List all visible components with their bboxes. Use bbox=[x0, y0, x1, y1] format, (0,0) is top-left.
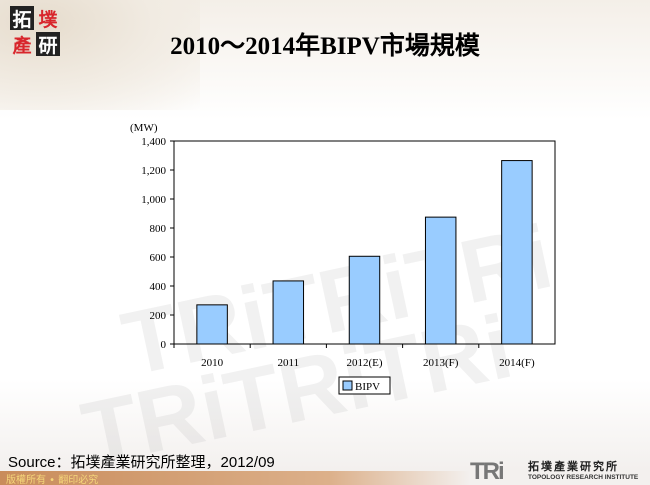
x-tick-label: 2013(F) bbox=[423, 357, 459, 369]
y-tick-label: 0 bbox=[161, 339, 167, 351]
source-note: Source：拓墣產業研究所整理，2012/09 bbox=[8, 454, 275, 471]
legend-swatch bbox=[342, 380, 353, 391]
bar-2014(F) bbox=[501, 160, 533, 345]
page-title: 2010～2014年BIPV市場規模 bbox=[170, 33, 480, 60]
y-tick-label: 1,400 bbox=[141, 136, 166, 148]
logo-char: 研 bbox=[36, 32, 60, 57]
brand-en: TOPOLOGY RESEARCH INSTITUTE bbox=[528, 474, 639, 481]
y-axis-unit: (MW) bbox=[130, 122, 158, 134]
tri-logo: TRi bbox=[470, 458, 505, 485]
y-tick-label: 200 bbox=[150, 310, 167, 322]
y-tick-label: 1,200 bbox=[141, 165, 166, 177]
y-tick-label: 800 bbox=[150, 223, 167, 235]
x-tick-label: 2010 bbox=[201, 357, 224, 369]
legend-label: BIPV bbox=[355, 381, 380, 393]
y-tick-label: 1,000 bbox=[141, 194, 166, 206]
bar-2012(E) bbox=[348, 255, 381, 345]
bar-2011 bbox=[272, 280, 305, 345]
bar-2010 bbox=[196, 304, 228, 345]
brand-cn: 拓墣產業研究所 bbox=[528, 460, 619, 473]
logo-char: 產 bbox=[12, 34, 32, 57]
footer-bar bbox=[0, 471, 470, 485]
logo: 拓 墣 產 研 bbox=[10, 6, 60, 57]
logo-char: 墣 bbox=[38, 8, 58, 31]
y-tick-label: 600 bbox=[150, 252, 167, 264]
logo-char: 拓 bbox=[10, 6, 34, 31]
copyright: 版權所有 • 翻印必究 bbox=[6, 475, 99, 485]
y-tick-label: 400 bbox=[150, 281, 167, 293]
x-tick-label: 2012(E) bbox=[346, 357, 382, 369]
x-tick-label: 2011 bbox=[278, 357, 300, 369]
x-tick-label: 2014(F) bbox=[499, 357, 535, 369]
bar-2013(F) bbox=[424, 216, 457, 345]
